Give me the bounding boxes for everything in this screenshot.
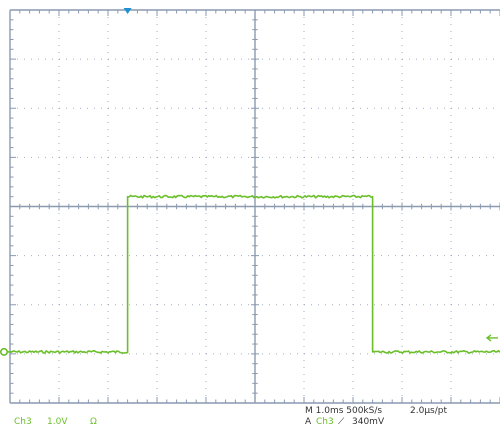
ground-marker-circle: [0, 347, 8, 356]
sample-interval-readout: 2.0µs/pt: [410, 406, 447, 416]
trigger-prefix: A: [305, 417, 312, 427]
trigger-slope-icon: ⟋: [338, 417, 345, 427]
timebase-readout: M 1.0ms 500kS/s: [305, 406, 382, 416]
trigger-position-marker: [123, 8, 132, 14]
channel-label: Ch3: [14, 417, 32, 427]
ground-reference-marker: [0, 347, 12, 356]
volts-per-div: 1.0V: [47, 417, 68, 427]
trigger-channel: Ch3: [316, 417, 334, 427]
graticule: [9, 9, 500, 404]
markers: [0, 8, 498, 356]
trigger-level-readout: 340mV: [352, 417, 385, 427]
waveform-trace: [9, 194, 500, 354]
trigger-level-marker: [485, 334, 498, 342]
trigger-level-arrow-head: [485, 334, 492, 342]
trace-series-0: [9, 194, 500, 354]
coupling-symbol: Ω: [90, 417, 97, 427]
readout-area: Ch3 1.0V Ω M 1.0ms 500kS/s 2.0µs/pt A Ch…: [14, 406, 447, 427]
